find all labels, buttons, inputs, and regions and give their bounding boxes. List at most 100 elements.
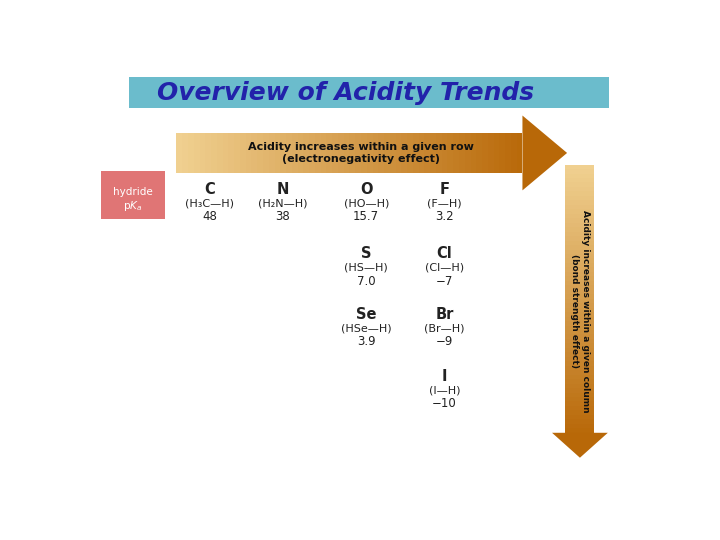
Polygon shape	[222, 133, 228, 173]
Text: 3.2: 3.2	[435, 210, 454, 223]
Polygon shape	[471, 133, 477, 173]
Polygon shape	[477, 133, 482, 173]
Polygon shape	[565, 379, 595, 383]
Polygon shape	[565, 191, 595, 196]
Text: (F—H): (F—H)	[427, 198, 462, 208]
Text: 3.9: 3.9	[357, 335, 376, 348]
Text: 7.0: 7.0	[357, 274, 376, 287]
Polygon shape	[565, 205, 595, 210]
Polygon shape	[565, 370, 595, 375]
Polygon shape	[413, 133, 418, 173]
Text: I: I	[441, 369, 447, 384]
Polygon shape	[517, 133, 523, 173]
Polygon shape	[234, 133, 240, 173]
Polygon shape	[355, 133, 361, 173]
Text: (Cl—H): (Cl—H)	[425, 263, 464, 273]
Polygon shape	[565, 285, 595, 290]
Polygon shape	[378, 133, 384, 173]
Polygon shape	[326, 133, 332, 173]
Polygon shape	[565, 200, 595, 205]
Polygon shape	[182, 133, 188, 173]
Polygon shape	[565, 165, 595, 169]
Polygon shape	[488, 133, 494, 173]
Polygon shape	[565, 348, 595, 352]
Text: Se: Se	[356, 307, 377, 322]
Text: 48: 48	[202, 210, 217, 223]
Polygon shape	[565, 366, 595, 370]
Polygon shape	[565, 410, 595, 415]
Polygon shape	[565, 308, 595, 312]
Polygon shape	[211, 133, 217, 173]
Polygon shape	[565, 420, 595, 424]
Polygon shape	[565, 303, 595, 308]
Polygon shape	[565, 415, 595, 420]
Polygon shape	[269, 133, 274, 173]
Polygon shape	[401, 133, 407, 173]
Polygon shape	[240, 133, 246, 173]
Polygon shape	[280, 133, 286, 173]
Polygon shape	[565, 316, 595, 321]
Polygon shape	[565, 352, 595, 357]
Polygon shape	[511, 133, 517, 173]
Text: (Br—H): (Br—H)	[424, 323, 464, 333]
Polygon shape	[257, 133, 263, 173]
Polygon shape	[349, 133, 355, 173]
Polygon shape	[565, 272, 595, 276]
Text: (HO—H): (HO—H)	[343, 198, 389, 208]
Polygon shape	[500, 133, 505, 173]
Polygon shape	[320, 133, 326, 173]
Polygon shape	[565, 236, 595, 241]
Polygon shape	[390, 133, 395, 173]
Text: Br: Br	[435, 307, 454, 322]
Polygon shape	[465, 133, 471, 173]
Text: Cl: Cl	[436, 246, 452, 261]
Polygon shape	[251, 133, 257, 173]
Text: 38: 38	[275, 210, 290, 223]
Polygon shape	[217, 133, 222, 173]
Polygon shape	[494, 133, 500, 173]
Text: N: N	[276, 182, 289, 197]
Polygon shape	[424, 133, 430, 173]
Polygon shape	[565, 361, 595, 366]
Polygon shape	[523, 116, 567, 191]
Text: −7: −7	[436, 274, 453, 287]
Polygon shape	[565, 183, 595, 187]
Polygon shape	[565, 383, 595, 388]
Polygon shape	[332, 133, 338, 173]
Polygon shape	[565, 393, 595, 397]
Polygon shape	[565, 232, 595, 236]
Polygon shape	[228, 133, 234, 173]
Polygon shape	[565, 294, 595, 299]
FancyBboxPatch shape	[101, 171, 166, 219]
Polygon shape	[565, 343, 595, 348]
Polygon shape	[565, 321, 595, 326]
Text: O: O	[360, 182, 372, 197]
Polygon shape	[565, 397, 595, 402]
Polygon shape	[565, 339, 595, 343]
Polygon shape	[565, 281, 595, 285]
Polygon shape	[565, 276, 595, 281]
Polygon shape	[565, 222, 595, 227]
Polygon shape	[565, 196, 595, 200]
Polygon shape	[436, 133, 442, 173]
Polygon shape	[565, 173, 595, 178]
Polygon shape	[565, 357, 595, 361]
Polygon shape	[343, 133, 349, 173]
Polygon shape	[199, 133, 205, 173]
Text: Acidity increases within a given row
(electronegativity effect): Acidity increases within a given row (el…	[248, 142, 474, 164]
Polygon shape	[565, 241, 595, 245]
Polygon shape	[565, 254, 595, 259]
Polygon shape	[292, 133, 297, 173]
Polygon shape	[565, 402, 595, 406]
Polygon shape	[361, 133, 366, 173]
Polygon shape	[418, 133, 424, 173]
Text: (I—H): (I—H)	[428, 386, 460, 395]
Polygon shape	[565, 249, 595, 254]
Polygon shape	[565, 326, 595, 330]
Polygon shape	[565, 388, 595, 393]
Polygon shape	[552, 433, 608, 458]
Polygon shape	[565, 214, 595, 218]
Text: 15.7: 15.7	[353, 210, 379, 223]
Polygon shape	[565, 312, 595, 316]
Polygon shape	[384, 133, 390, 173]
